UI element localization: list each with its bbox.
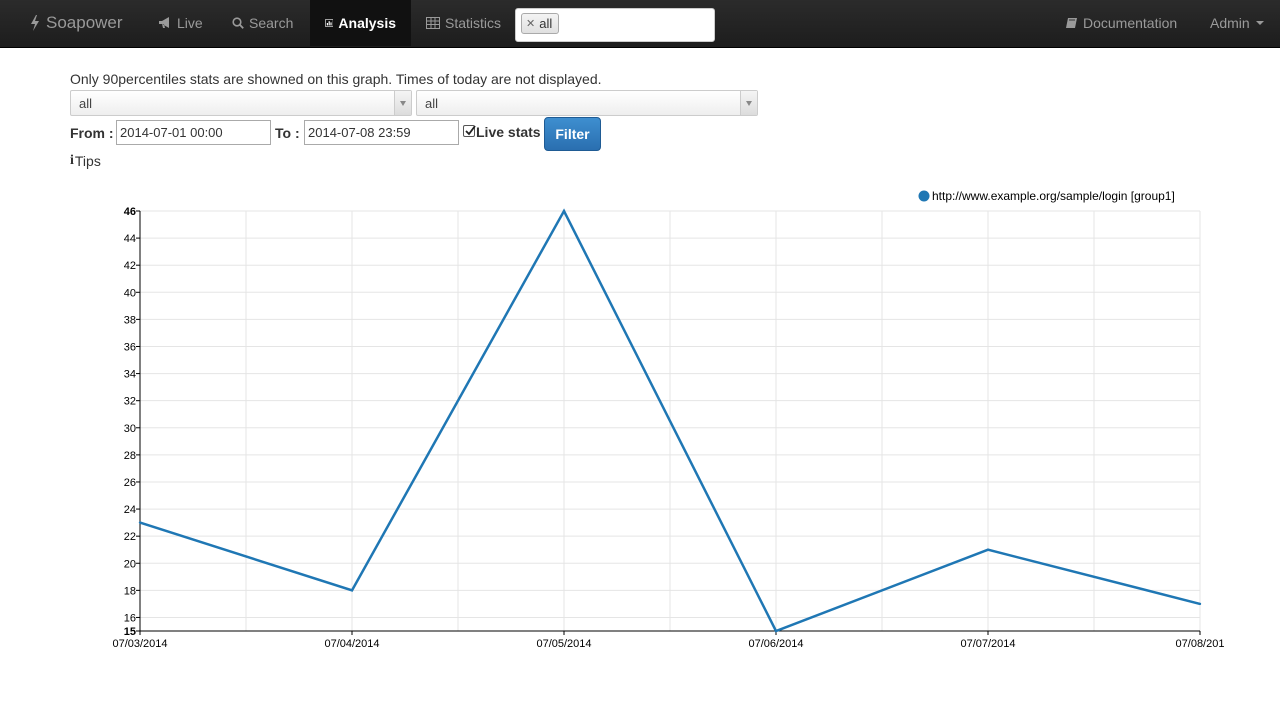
data-point bbox=[562, 209, 566, 213]
environment-tag-input[interactable]: ✕ all bbox=[515, 8, 715, 42]
brand-link[interactable]: Soapower bbox=[30, 0, 123, 46]
y-tick-label: 34 bbox=[124, 369, 136, 381]
from-date-input[interactable] bbox=[116, 120, 271, 145]
x-tick-label: 07/07/2014 bbox=[960, 638, 1015, 650]
y-tick-label: 24 bbox=[124, 504, 136, 516]
nav-documentation-label: Documentation bbox=[1083, 15, 1178, 31]
legend-marker bbox=[918, 190, 930, 202]
group-select[interactable]: all bbox=[416, 90, 758, 116]
x-tick-label: 07/04/2014 bbox=[324, 638, 379, 650]
y-tick-label: 20 bbox=[124, 558, 136, 570]
group-select-value: all bbox=[425, 96, 439, 111]
y-tick-label: 15 bbox=[124, 626, 136, 638]
bullhorn-icon bbox=[159, 17, 169, 28]
y-tick-label: 32 bbox=[124, 396, 136, 408]
nav-search[interactable]: Search bbox=[217, 0, 308, 46]
caret-down-icon bbox=[1255, 21, 1264, 25]
nav-statistics[interactable]: Statistics bbox=[411, 0, 516, 46]
y-tick-label: 28 bbox=[124, 450, 136, 462]
y-tick-label: 42 bbox=[124, 260, 136, 272]
to-label: To : bbox=[275, 125, 300, 141]
data-point bbox=[350, 589, 354, 592]
environment-tag-chip: ✕ all bbox=[521, 13, 560, 34]
nav-search-label: Search bbox=[249, 15, 294, 31]
admin-dropdown[interactable]: Admin bbox=[1195, 0, 1280, 46]
book-icon bbox=[1066, 18, 1077, 28]
y-tick-label: 30 bbox=[124, 423, 136, 435]
remove-tag-icon[interactable]: ✕ bbox=[526, 18, 536, 30]
graph-note: Only 90percentiles stats are showned on … bbox=[70, 71, 602, 87]
y-tick-label: 18 bbox=[124, 585, 136, 597]
tips-link[interactable]: i Tips bbox=[70, 153, 101, 169]
x-tick-label: 07/03/2014 bbox=[112, 638, 167, 650]
checkmark-icon bbox=[465, 125, 476, 136]
filter-button[interactable]: Filter bbox=[544, 117, 601, 151]
bolt-icon bbox=[31, 15, 39, 31]
live-stats-label: Live stats bbox=[476, 124, 541, 140]
data-point bbox=[1198, 602, 1202, 606]
service-select-value: all bbox=[79, 96, 93, 111]
data-point bbox=[138, 521, 142, 524]
y-tick-label: 46 bbox=[124, 206, 136, 218]
nav-live-label: Live bbox=[177, 15, 203, 31]
chevron-down-icon bbox=[394, 91, 411, 115]
y-tick-label: 16 bbox=[124, 612, 136, 624]
live-stats-checkbox[interactable] bbox=[463, 125, 476, 137]
tips-label: Tips bbox=[74, 153, 101, 169]
y-tick-label: 40 bbox=[124, 287, 136, 299]
admin-label: Admin bbox=[1210, 15, 1250, 31]
y-tick-label: 22 bbox=[124, 531, 136, 543]
nav-analysis-label: Analysis bbox=[338, 15, 396, 31]
series-line bbox=[139, 208, 1201, 633]
legend-label: http://www.example.org/sample/login [gro… bbox=[932, 189, 1175, 203]
y-tick-label: 26 bbox=[124, 477, 136, 489]
nav-live[interactable]: Live bbox=[143, 0, 218, 46]
environment-tag-label: all bbox=[539, 16, 553, 31]
y-tick-label: 38 bbox=[124, 314, 136, 326]
top-navbar: Soapower Live Search Analysis Statistics… bbox=[0, 0, 1280, 48]
service-select[interactable]: all bbox=[70, 90, 412, 116]
chevron-down-icon bbox=[740, 91, 757, 115]
y-tick-label: 36 bbox=[124, 341, 136, 353]
info-icon: i bbox=[70, 153, 74, 168]
data-point bbox=[986, 548, 990, 551]
from-label: From : bbox=[70, 125, 114, 141]
percentile-line-chart: 15 16 18 20 22 24 26 28 30 32 34 36 38 40 42 44 46 07/03/… bbox=[112, 189, 1225, 650]
x-tick-label: 07/08/201 bbox=[1176, 638, 1225, 650]
nav-statistics-label: Statistics bbox=[445, 15, 502, 31]
brand-label: Soapower bbox=[46, 13, 123, 32]
y-tick-label: 44 bbox=[124, 233, 136, 245]
search-icon bbox=[232, 17, 244, 29]
to-date-input[interactable] bbox=[304, 120, 459, 145]
table-icon bbox=[426, 17, 440, 29]
nav-analysis[interactable]: Analysis bbox=[310, 0, 411, 46]
x-tick-label: 07/05/2014 bbox=[536, 638, 591, 650]
x-tick-label: 07/06/2014 bbox=[748, 638, 803, 650]
data-point bbox=[774, 629, 778, 633]
nav-documentation[interactable]: Documentation bbox=[1051, 0, 1192, 46]
bar-chart-icon bbox=[325, 19, 334, 27]
